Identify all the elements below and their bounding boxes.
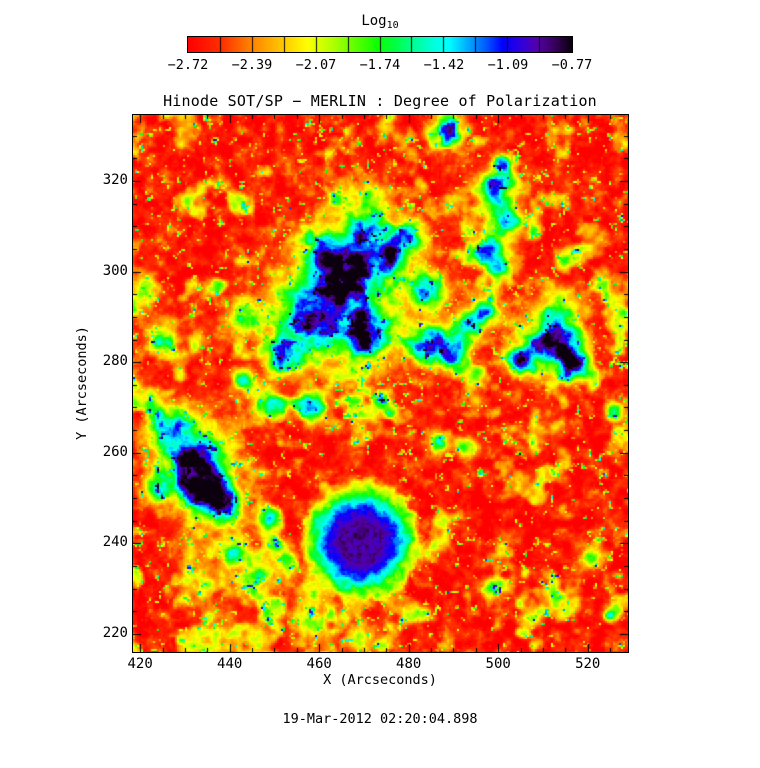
colorbar-tick-label: −0.77 bbox=[551, 57, 593, 73]
x-tick-label: 480 bbox=[396, 656, 422, 672]
x-axis-label: X (Arcseconds) bbox=[323, 672, 437, 688]
y-tick-label: 320 bbox=[102, 172, 128, 189]
x-tick-label: 420 bbox=[127, 656, 153, 672]
colorbar-gradient bbox=[187, 36, 573, 53]
heatmap-canvas bbox=[132, 114, 629, 653]
colorbar-title-main: Log bbox=[361, 13, 387, 29]
colorbar-tick-label: −2.72 bbox=[167, 57, 209, 73]
x-tick-label: 440 bbox=[217, 656, 243, 672]
x-tick-label: 500 bbox=[485, 656, 511, 672]
colorbar-tick-label: −2.07 bbox=[295, 57, 337, 73]
colorbar-title-subscript: 10 bbox=[386, 20, 399, 31]
y-tick-label: 240 bbox=[102, 534, 128, 551]
plot-title: Hinode SOT/SP − MERLIN : Degree of Polar… bbox=[163, 92, 597, 110]
colorbar-tick-label: −2.39 bbox=[231, 57, 273, 73]
colorbar-tick-label: −1.42 bbox=[423, 57, 465, 73]
x-tick-label: 460 bbox=[306, 656, 332, 672]
timestamp: 19-Mar-2012 02:20:04.898 bbox=[282, 711, 478, 727]
y-tick-label: 280 bbox=[102, 353, 128, 370]
y-axis-label: Y (Arcseconds) bbox=[74, 326, 90, 440]
x-tick-label: 520 bbox=[575, 656, 601, 672]
y-tick-label: 260 bbox=[102, 443, 128, 460]
colorbar-tick-label: −1.09 bbox=[487, 57, 529, 73]
y-tick-label: 220 bbox=[102, 624, 128, 641]
y-tick-label: 300 bbox=[102, 262, 128, 279]
colorbar-tick-label: −1.74 bbox=[359, 57, 401, 73]
colorbar-title: Log10 bbox=[0, 13, 760, 31]
